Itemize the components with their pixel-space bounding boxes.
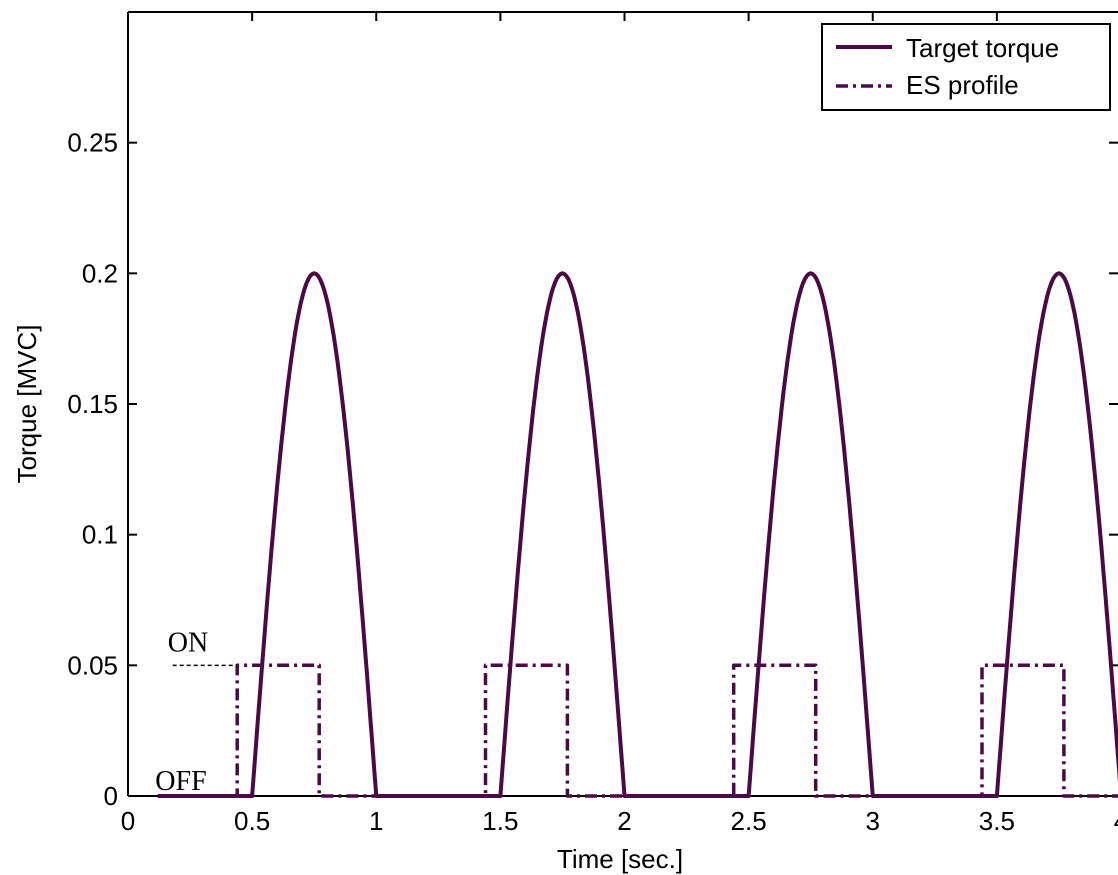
y-axis-label: Torque [MVC] xyxy=(12,325,42,484)
y-axis: 0 0.05 0.1 0.15 0.2 0.25 xyxy=(67,128,1118,811)
x-tick-label: 4 xyxy=(1114,806,1118,836)
x-tick-label: 3 xyxy=(866,806,880,836)
x-axis-label: Time [sec.] xyxy=(557,844,683,874)
y-tick-label: 0.1 xyxy=(82,520,118,550)
annotations: ON OFF xyxy=(155,627,237,797)
x-tick-label: 0 xyxy=(121,806,135,836)
series-line-es-profile xyxy=(158,665,1118,796)
x-tick-label: 2.5 xyxy=(731,806,767,836)
legend-label-target-torque: Target torque xyxy=(906,33,1059,63)
annotation-off: OFF xyxy=(155,766,206,797)
y-tick-label: 0.05 xyxy=(67,650,118,680)
y-tick-label: 0.2 xyxy=(82,258,118,288)
legend-label-es-profile: ES profile xyxy=(906,70,1019,100)
y-tick-label: 0.25 xyxy=(67,128,118,158)
series-line-target-torque xyxy=(158,273,1118,796)
series-layer xyxy=(158,273,1118,796)
annotation-on: ON xyxy=(168,627,208,658)
x-tick-label: 2 xyxy=(617,806,631,836)
x-tick-label: 1 xyxy=(369,806,383,836)
legend: Target torque ES profile xyxy=(822,24,1110,110)
x-tick-label: 0.5 xyxy=(234,806,270,836)
y-tick-label: 0.15 xyxy=(67,389,118,419)
y-tick-label: 0 xyxy=(104,781,118,811)
x-tick-label: 1.5 xyxy=(482,806,518,836)
plot-frame xyxy=(128,12,1118,796)
x-tick-label: 3.5 xyxy=(979,806,1015,836)
